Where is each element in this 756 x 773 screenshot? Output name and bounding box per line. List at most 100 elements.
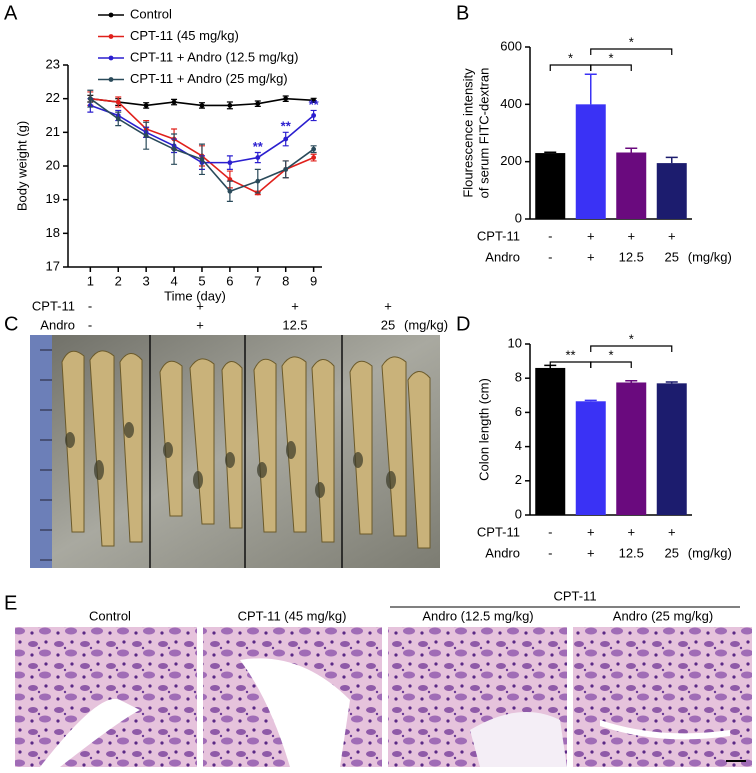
significance-bracket: [549, 361, 592, 368]
category-label: +: [587, 249, 595, 264]
legend-label: CPT-11 (45 mg/kg): [130, 28, 239, 43]
unit-label: (mg/kg): [688, 249, 732, 264]
point: [283, 136, 289, 142]
category-label: 12.5: [619, 545, 644, 560]
significance-bracket: [590, 48, 673, 55]
error-bar: [544, 151, 557, 154]
significance-bracket: [590, 64, 632, 71]
category-label: +: [587, 524, 595, 539]
group-label: +: [291, 298, 299, 313]
legend-label: Control: [130, 6, 172, 21]
image-label: Andro (12.5 mg/kg): [422, 608, 533, 623]
y-axis-label: Colon length (cm): [476, 378, 491, 481]
group-label: +: [196, 298, 204, 313]
point: [283, 96, 289, 102]
group-label: +: [196, 317, 204, 332]
group-label: CPT-11: [553, 588, 596, 603]
y-tick-label: 19: [46, 191, 60, 206]
panel-letter: B: [456, 2, 469, 24]
x-tick-label: 5: [198, 273, 205, 288]
category-label: -: [548, 524, 552, 539]
x-tick-label: 6: [226, 273, 233, 288]
point: [311, 113, 317, 118]
y-tick-label: 23: [46, 56, 60, 71]
significance-bracket: [549, 64, 592, 71]
category-label: +: [668, 524, 676, 539]
image-label: Andro (25 mg/kg): [613, 608, 713, 623]
legend-label: CPT-11 + Andro (25 mg/kg): [130, 71, 288, 86]
y-axis-label: Body weight (g): [14, 121, 29, 211]
category-label: -: [548, 545, 552, 560]
point: [143, 133, 149, 139]
category-label: +: [627, 228, 635, 243]
y-tick-label: 22: [46, 90, 60, 105]
y-tick-label: 0: [515, 210, 522, 225]
y-tick-label: 600: [500, 38, 522, 53]
bar: [575, 401, 606, 515]
point: [227, 160, 233, 166]
x-tick-label: 7: [254, 273, 261, 288]
significance-label: *: [608, 50, 613, 65]
row-label: Andro: [485, 545, 520, 560]
point: [311, 155, 317, 160]
y-tick-label: 21: [46, 124, 60, 139]
colon-photo: [30, 335, 440, 568]
group-label: +: [384, 298, 392, 313]
bar: [616, 152, 647, 219]
error-bar: [584, 73, 597, 105]
bar: [656, 383, 687, 515]
legend-marker: [108, 12, 114, 18]
bar: [575, 104, 606, 219]
y-tick-label: 4: [515, 438, 522, 453]
point: [199, 156, 205, 162]
y-tick-label: 400: [500, 96, 522, 111]
x-tick-label: 3: [143, 273, 150, 288]
significance-bracket: [590, 361, 632, 368]
x-tick-label: 9: [310, 273, 317, 288]
y-tick-label: 6: [515, 404, 522, 419]
bar: [535, 367, 566, 515]
category-label: +: [668, 228, 676, 243]
y-tick-label: 0: [515, 506, 522, 521]
point: [311, 146, 317, 152]
point: [115, 99, 121, 105]
bar: [535, 153, 566, 219]
point: [227, 103, 233, 108]
significance-bracket: [590, 345, 673, 352]
point: [255, 101, 261, 107]
category-label: 25: [665, 545, 679, 560]
y-tick-label: 20: [46, 157, 60, 172]
category-label: 12.5: [619, 249, 644, 264]
legend-marker: [108, 77, 114, 82]
bar: [656, 163, 687, 219]
legend-marker: [108, 34, 114, 39]
row-label: Andro: [485, 249, 520, 264]
x-tick-label: 2: [115, 273, 122, 288]
y-tick-label: 2: [515, 472, 522, 487]
row-label: CPT-11: [477, 228, 520, 243]
y-tick-label: 8: [515, 370, 522, 385]
category-label: -: [548, 249, 552, 264]
error-bar: [665, 381, 678, 384]
group-label: -: [88, 298, 92, 313]
x-tick-label: 1: [87, 273, 94, 288]
annotation: **: [309, 97, 320, 112]
unit-label: (mg/kg): [688, 545, 732, 560]
point: [283, 166, 289, 172]
image-label: Control: [89, 608, 131, 623]
point: [171, 146, 177, 152]
y-tick-label: 17: [46, 258, 60, 273]
point: [171, 99, 177, 105]
x-tick-label: 4: [170, 273, 177, 288]
x-axis-label: Time (day): [164, 288, 226, 303]
group-label: -: [88, 317, 92, 332]
point: [227, 188, 233, 194]
point: [255, 178, 261, 184]
significance-label: **: [565, 347, 575, 362]
category-label: +: [587, 545, 595, 560]
panel-letter: D: [456, 313, 470, 335]
category-label: +: [627, 524, 635, 539]
y-tick-label: 18: [46, 225, 60, 240]
y-tick-label: 200: [500, 153, 522, 168]
